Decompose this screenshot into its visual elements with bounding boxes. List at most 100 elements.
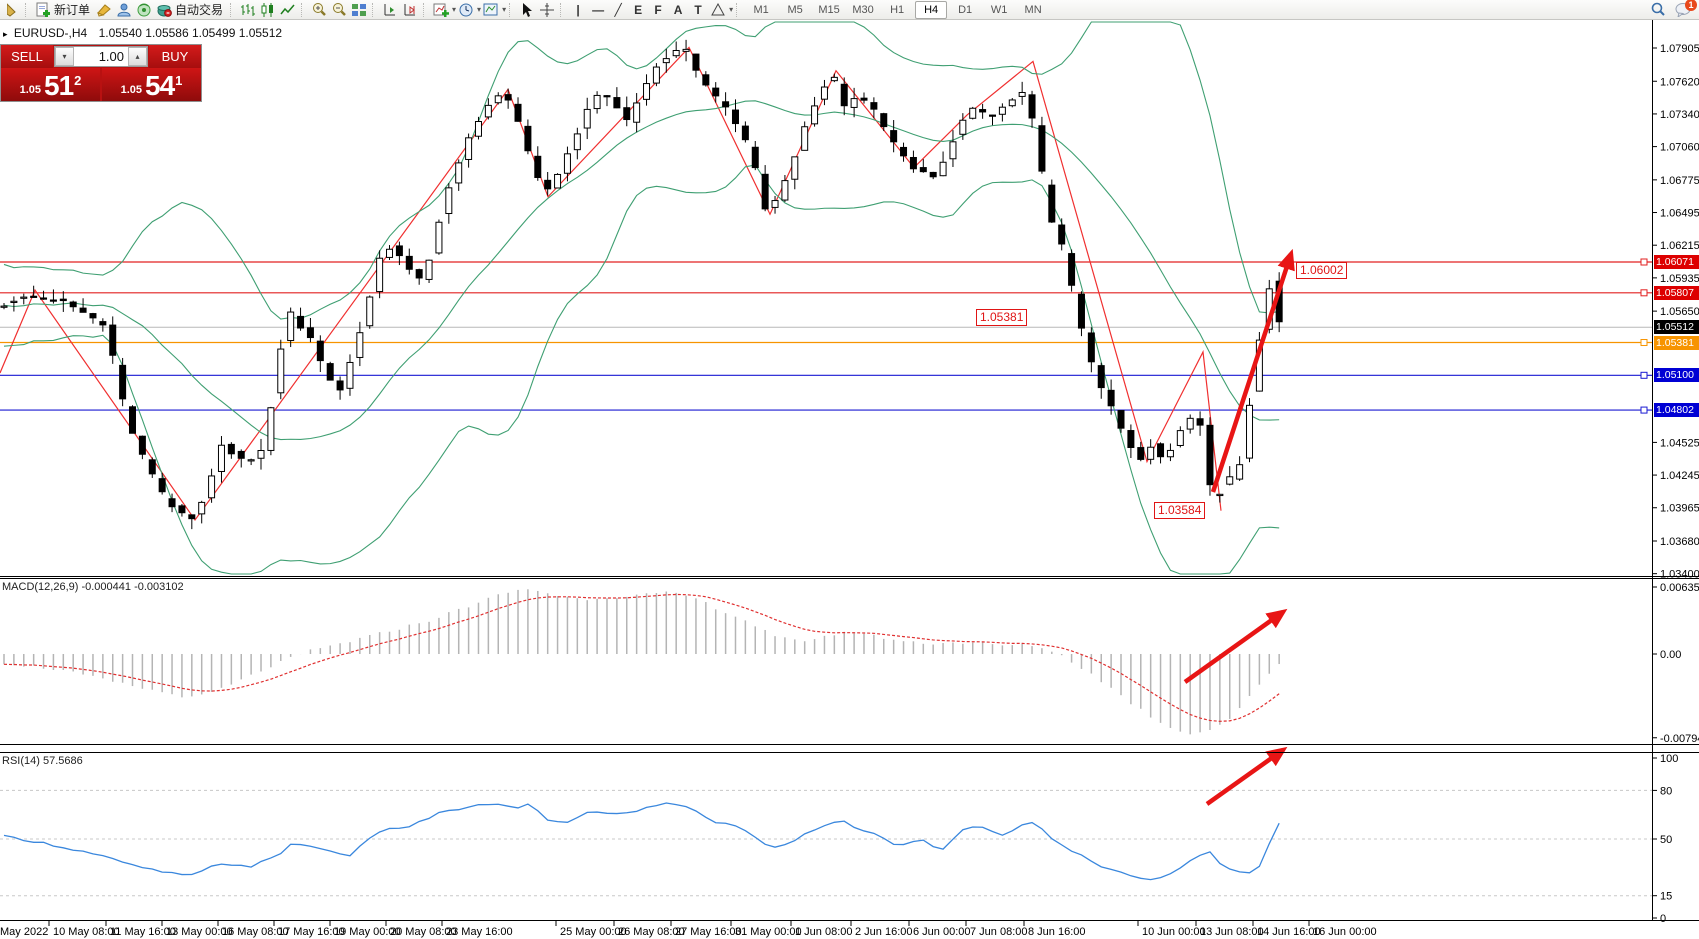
fibonacci-tool-icon[interactable]: E [634,2,643,17]
template-icon[interactable] [482,1,500,19]
volume-decrease-button[interactable]: ▾ [55,47,74,66]
candle-body [227,443,235,455]
price-annotation-low[interactable]: 1.03584 [1154,502,1206,519]
timeframe-button-H1[interactable]: H1 [890,3,905,16]
candle-body [830,76,838,82]
candle-body [366,296,374,327]
chat-icon[interactable]: 1 [1674,0,1697,19]
highlighter-icon[interactable] [95,1,113,19]
candle-body [465,137,473,160]
timeframe-button-M30[interactable]: M30 [852,3,874,16]
add-indicator-icon[interactable] [432,1,450,19]
red-arrow-annotation[interactable] [1210,248,1295,493]
volume-input[interactable] [74,47,128,66]
volume-increase-button[interactable]: ▴ [128,47,147,66]
chart-shift-icon[interactable] [401,1,419,19]
candle-body [287,311,295,342]
horizontal-line-tool-icon[interactable]: — [592,2,605,17]
tile-windows-icon[interactable] [350,1,368,19]
timeframe-button-M1[interactable]: M1 [753,3,769,16]
macd-signal-line [3,593,1280,722]
price-annotation-high[interactable]: 1.06002 [1296,262,1348,279]
zoom-out-icon[interactable] [330,1,348,19]
chart-canvas[interactable]: 1.07905 1.07620 1.07340 1.07060 1.06775 1.064… [0,20,1699,939]
trendline-tool-icon[interactable]: ╱ [614,2,622,17]
timeframe-button-M15[interactable]: M15 [818,3,840,16]
timeframe-button-M5[interactable]: M5 [787,3,803,16]
candlestick-icon[interactable] [259,1,277,19]
period-dropdown-icon[interactable]: ▾ [477,5,482,14]
price-tick-label: 1.05935 [1660,273,1699,285]
chart-area: 1.07905 1.07620 1.07340 1.07060 1.06775 1.064… [0,20,1699,939]
new-order-label[interactable]: 新订单 [54,3,91,17]
candle-body [1038,125,1046,172]
timeframe-button-MN[interactable]: MN [1024,3,1042,16]
period-clock-icon[interactable] [457,1,475,19]
search-icon[interactable] [1649,1,1667,19]
sell-button[interactable]: SELL [1,45,53,68]
candle-body [1246,404,1254,459]
buy-button[interactable]: BUY [149,45,201,68]
candle-body [751,146,759,169]
profile-icon[interactable] [115,1,133,19]
candle-body [682,48,690,52]
candle-body [949,141,957,160]
line-handle[interactable] [1640,371,1648,379]
red-arrow-annotation[interactable] [1183,608,1288,684]
shapes-dropdown-icon[interactable]: ▾ [729,5,734,14]
candle-body [395,245,403,257]
candle-body [998,106,1006,115]
candle-body [1077,293,1085,329]
rsi-axis-label: 50 [1660,834,1672,846]
text-tool-icon[interactable]: A [673,2,683,17]
timeframe-button-D1[interactable]: D1 [958,3,973,16]
timeframe-button-H4[interactable]: H4 [915,0,948,19]
auto-trading-icon[interactable] [155,1,173,19]
bar-chart-icon[interactable] [239,1,257,19]
auto-scroll-icon[interactable] [381,1,399,19]
candle-body [20,296,28,299]
rsi-axis-label: 15 [1660,891,1672,903]
sell-price[interactable]: 1.05 51 2 [1,68,100,101]
candle-body [900,146,908,157]
candle-body [722,101,730,108]
template-dropdown-icon[interactable]: ▾ [502,5,507,14]
line-chart-icon[interactable] [279,1,297,19]
cursor-icon[interactable] [518,1,536,19]
line-handle[interactable] [1640,289,1648,297]
price-annotation-mid[interactable]: 1.05381 [976,309,1028,326]
partial-icon[interactable] [3,1,21,19]
candle-body [939,161,947,177]
text-label-tool-icon[interactable]: T [694,2,702,17]
line-handle[interactable] [1640,406,1648,414]
zoom-in-icon[interactable] [310,1,328,19]
candle-body [59,298,67,302]
candle-body [1068,253,1076,286]
line-handle[interactable] [1640,258,1648,266]
candle-body [297,315,305,329]
line-handle[interactable] [1640,339,1648,347]
time-tick-label: 23 May 16:00 [446,926,513,938]
price-tag: 1.06071 [1654,255,1699,269]
candle-body [623,107,631,121]
candle-body [30,295,38,298]
time-tick-label: 20 May 08:00 [390,926,457,938]
price-tick-label: 1.05650 [1660,306,1699,318]
ohlc-values: 1.05540 1.05586 1.05499 1.05512 [98,26,283,40]
add-indicator-dropdown-icon[interactable]: ▾ [452,5,457,14]
new-order-icon[interactable] [34,1,52,19]
signal-icon[interactable] [135,1,153,19]
shapes-tool-icon[interactable] [709,1,727,19]
buy-price[interactable]: 1.05 54 1 [102,68,201,101]
grid-tool-icon[interactable]: F [654,2,662,17]
zigzag-lines [0,46,1222,522]
macd-axis-label: -0.007949 [1660,733,1699,745]
timeframe-button-W1[interactable]: W1 [990,3,1008,16]
candle-body [593,94,601,110]
auto-trading-label[interactable]: 自动交易 [175,3,224,17]
crosshair-icon[interactable] [538,1,556,19]
vertical-line-tool-icon[interactable]: | [576,2,580,17]
red-arrow-annotation[interactable] [1205,746,1288,806]
candle-body [1008,99,1016,107]
